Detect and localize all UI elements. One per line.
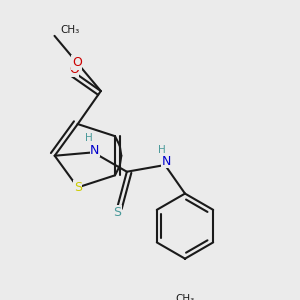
Text: N: N [90, 143, 100, 157]
Text: N: N [162, 154, 171, 168]
Text: CH₃: CH₃ [61, 25, 80, 34]
Text: O: O [69, 63, 79, 76]
Text: H: H [85, 134, 92, 143]
Text: S: S [113, 206, 121, 219]
Text: H: H [158, 145, 166, 154]
Text: O: O [72, 56, 82, 69]
Text: S: S [74, 181, 82, 194]
Text: CH₃: CH₃ [176, 294, 195, 300]
